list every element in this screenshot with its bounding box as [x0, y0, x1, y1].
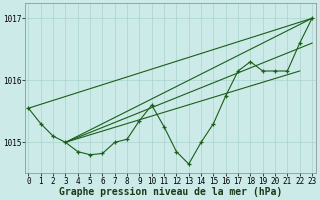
X-axis label: Graphe pression niveau de la mer (hPa): Graphe pression niveau de la mer (hPa)	[59, 187, 282, 197]
